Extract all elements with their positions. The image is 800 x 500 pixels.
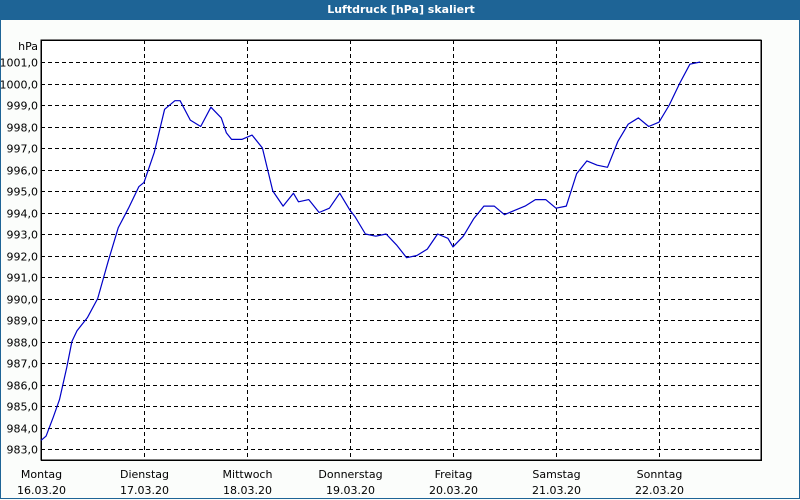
y-tick-label: 998,0	[7, 122, 39, 135]
x-tick-day: Freitag	[435, 468, 473, 481]
x-tick-day: Samstag	[532, 468, 580, 481]
x-tick-date: 16.03.20	[17, 484, 66, 497]
y-tick-label: 995,0	[7, 186, 39, 199]
y-axis-unit: hPa	[18, 40, 38, 53]
y-tick-label: 987,0	[7, 358, 39, 371]
x-tick-day: Sonntag	[637, 468, 683, 481]
y-tick-label: 999,0	[7, 100, 39, 113]
y-tick-label: 996,0	[7, 165, 39, 178]
y-tick-label: 1000,0	[1, 79, 38, 92]
y-tick-label: 1001,0	[1, 57, 38, 70]
x-tick-date: 21.03.20	[532, 484, 581, 497]
y-tick-label: 994,0	[7, 208, 39, 221]
y-tick-label: 986,0	[7, 380, 39, 393]
y-tick-label: 991,0	[7, 272, 39, 285]
x-tick-day: Dienstag	[120, 468, 169, 481]
y-tick-label: 992,0	[7, 251, 39, 264]
x-tick-day: Montag	[21, 468, 62, 481]
x-tick-date: 17.03.20	[120, 484, 169, 497]
x-tick-date: 19.03.20	[326, 484, 375, 497]
pressure-line	[40, 61, 701, 441]
y-tick-label: 990,0	[7, 294, 39, 307]
y-tick-label: 993,0	[7, 229, 39, 242]
x-tick-day: Donnerstag	[318, 468, 382, 481]
x-tick-date: 20.03.20	[429, 484, 478, 497]
window-title: Luftdruck [hPa] skaliert	[1, 0, 800, 20]
y-tick-label: 988,0	[7, 337, 39, 350]
y-tick-label: 985,0	[7, 401, 39, 414]
x-tick-day: Mittwoch	[223, 468, 273, 481]
y-tick-label: 983,0	[7, 444, 39, 457]
y-tick-label: 997,0	[7, 143, 39, 156]
y-tick-label: 989,0	[7, 315, 39, 328]
plot-frame	[41, 40, 762, 461]
x-tick-date: 22.03.20	[635, 484, 684, 497]
x-tick-date: 18.03.20	[223, 484, 272, 497]
y-tick-label: 984,0	[7, 423, 39, 436]
